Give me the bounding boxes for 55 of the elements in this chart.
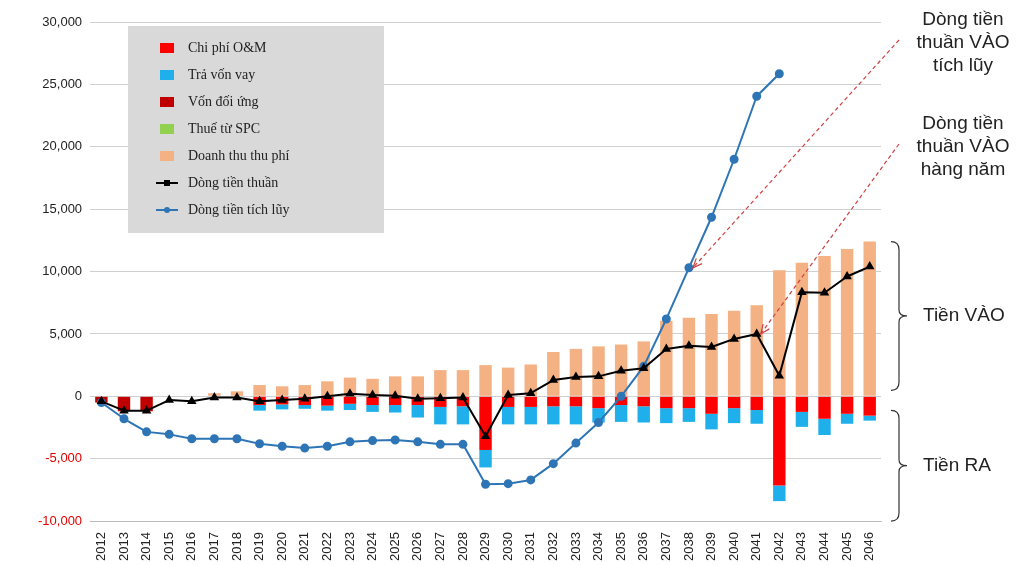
- x-tick-label: 2043: [793, 532, 809, 561]
- x-tick-label: 2045: [838, 532, 854, 561]
- x-tick-label: 2013: [115, 532, 131, 561]
- x-tick-label: 2040: [725, 532, 741, 561]
- x-tick-label: 2031: [522, 532, 538, 561]
- legend-label: Thuế từ SPC: [188, 120, 261, 137]
- legend-label: Vốn đối ứng: [188, 93, 259, 110]
- x-tick-label: 2017: [205, 532, 221, 561]
- annotation: Dòng tiền thuần VÀO hàng năm: [916, 111, 1010, 179]
- x-tick-label: 2034: [590, 532, 606, 561]
- y-tick-label: 25,000: [42, 75, 83, 91]
- x-tick-label: 2020: [273, 532, 289, 561]
- legend-label: Doanh thu thu phí: [188, 147, 290, 164]
- x-tick-label: 2024: [364, 532, 380, 561]
- x-tick-label: 2016: [183, 532, 199, 561]
- y-tick-label: -10,000: [38, 512, 83, 528]
- legend-label: Dòng tiền thuần: [188, 174, 279, 191]
- x-tick-label: 2032: [544, 532, 560, 561]
- legend-label: Dòng tiền tích lũy: [188, 201, 290, 218]
- x-tick-label: 2038: [680, 532, 696, 561]
- x-tick-label: 2044: [816, 532, 832, 561]
- x-tick-label: 2039: [703, 532, 719, 561]
- annotation: Dòng tiền thuần VÀO tích lũy: [916, 7, 1010, 75]
- x-tick-label: 2021: [296, 532, 312, 561]
- x-tick-label: 2033: [567, 532, 583, 561]
- y-tick-label: 20,000: [42, 138, 83, 154]
- x-tick-label: 2027: [431, 532, 447, 561]
- x-tick-label: 2012: [92, 532, 108, 561]
- legend-label: Chi phí O&M: [188, 39, 267, 56]
- x-tick-label: 2036: [635, 532, 651, 561]
- x-tick-label: 2026: [409, 532, 425, 561]
- x-tick-label: 2023: [341, 532, 357, 561]
- x-tick-label: 2042: [770, 532, 786, 561]
- y-tick-label: 10,000: [42, 263, 83, 279]
- y-tick-label: -5,000: [45, 450, 83, 466]
- x-tick-label: 2015: [160, 532, 176, 561]
- legend-label: Trả vốn vay: [188, 66, 256, 83]
- y-tick-label: 15,000: [42, 200, 83, 216]
- x-tick-label: 2018: [228, 532, 244, 561]
- x-tick-label: 2029: [477, 532, 493, 561]
- x-tick-label: 2022: [318, 532, 334, 561]
- y-tick-label: 0: [74, 387, 83, 403]
- x-tick-label: 2046: [861, 532, 877, 561]
- x-tick-label: 2014: [138, 532, 154, 561]
- y-tick-label: 5,000: [49, 325, 83, 341]
- x-tick-label: 2035: [612, 532, 628, 561]
- x-tick-label: 2025: [386, 532, 402, 561]
- text: Tiền VÀO: [923, 304, 1005, 326]
- x-tick-label: 2019: [251, 532, 267, 561]
- x-tick-label: 2041: [748, 532, 764, 561]
- y-tick-label: 30,000: [42, 13, 83, 29]
- text: Tiền RA: [923, 453, 992, 475]
- x-tick-label: 2030: [499, 532, 515, 561]
- x-tick-label: 2028: [454, 532, 470, 561]
- x-tick-label: 2037: [657, 532, 673, 561]
